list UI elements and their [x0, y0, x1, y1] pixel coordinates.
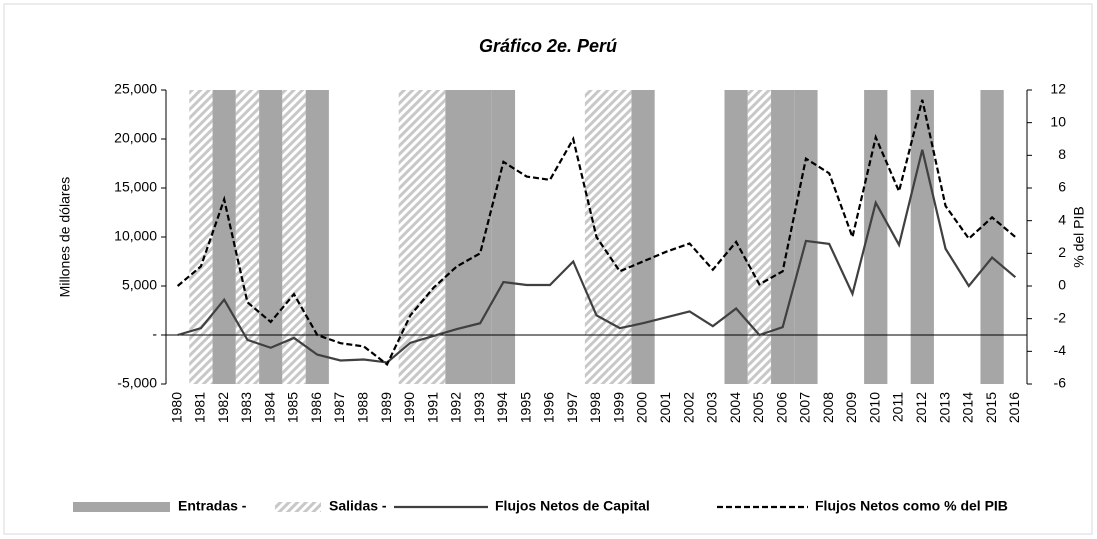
x-tick-label: 1997 [564, 392, 580, 423]
regime-band [445, 90, 469, 384]
y2-axis-label: % del PIB [1071, 206, 1087, 267]
regime-band [305, 90, 329, 384]
legend-label: Entradas - [178, 498, 247, 514]
x-tick-label: 2008 [820, 392, 836, 423]
y2-tick-label: 0 [1058, 277, 1066, 293]
legend-swatch [275, 502, 321, 512]
regime-band [235, 90, 260, 384]
y-tick-label: 15,000 [114, 179, 157, 195]
regime-band [980, 90, 1004, 384]
regime-band [910, 90, 934, 384]
regime-band [724, 90, 748, 384]
y-tick-label: 20,000 [114, 130, 157, 146]
x-tick-label: 1992 [448, 392, 464, 423]
x-tick-label: 2010 [866, 392, 882, 423]
regime-band [491, 90, 516, 384]
x-tick-label: 1983 [238, 392, 254, 423]
x-tick-label: 1995 [517, 392, 533, 423]
y2-tick-label: 6 [1058, 179, 1066, 195]
regime-band [189, 90, 213, 384]
y2-tick-label: -2 [1054, 309, 1067, 325]
x-tick-label: 1986 [308, 392, 324, 423]
x-tick-label: 1990 [401, 392, 417, 423]
y-tick-label: 5,000 [122, 277, 157, 293]
x-tick-label: 2003 [704, 392, 720, 423]
y2-tick-label: 2 [1058, 244, 1066, 260]
regime-band [259, 90, 283, 384]
x-tick-label: 2004 [727, 392, 743, 423]
x-tick-label: 1984 [261, 392, 277, 423]
y-tick-label: -5,000 [117, 375, 157, 391]
regime-band [608, 90, 632, 384]
y2-tick-label: 4 [1058, 211, 1066, 227]
x-tick-label: 2014 [960, 392, 976, 423]
line-series [176, 99, 1017, 367]
x-tick-label: 1991 [424, 392, 440, 423]
x-tick-label: 1996 [541, 392, 557, 423]
y-tick-label: - [152, 326, 157, 342]
x-tick-label: 1999 [610, 392, 626, 423]
y2-tick-label: 10 [1050, 113, 1066, 129]
legend-label: Flujos Netos como % del PIB [815, 498, 1008, 514]
regime-band [398, 90, 422, 384]
x-tick-label: 2013 [936, 392, 952, 423]
x-tick-label: 2009 [843, 392, 859, 423]
x-tick-label: 2002 [680, 392, 696, 423]
x-tick-label: 1993 [471, 392, 487, 423]
x-tick-label: 2005 [750, 392, 766, 423]
regime-band [631, 90, 655, 384]
x-tick-label: 2006 [773, 392, 789, 423]
x-tick-label: 2015 [983, 392, 999, 423]
x-tick-label: 1985 [285, 392, 301, 423]
chart-title: Gráfico 2e. Perú [479, 36, 617, 56]
x-tick-label: 2007 [797, 392, 813, 423]
x-tick-label: 2016 [1006, 392, 1022, 423]
regime-band [282, 90, 306, 384]
y-axis-label: Millones de dólares [57, 177, 73, 298]
regime-band [747, 90, 772, 384]
regime-band [794, 90, 818, 384]
x-tick-label: 1998 [587, 392, 603, 423]
frame [3, 3, 1093, 535]
legend-swatch [73, 502, 170, 512]
x-tick-label: 2001 [657, 392, 673, 423]
x-tick-label: 1981 [192, 392, 208, 423]
x-tick-label: 2000 [634, 392, 650, 423]
line-series [177, 149, 1017, 364]
regime-band [421, 90, 446, 384]
regime-band [468, 90, 492, 384]
x-tick-label: 1989 [378, 392, 394, 423]
y-tick-label: 10,000 [114, 228, 157, 244]
y2-tick-label: -6 [1054, 375, 1067, 391]
x-tick-label: 1988 [355, 392, 371, 423]
x-tick-label: 1982 [215, 392, 231, 423]
y2-tick-label: -4 [1054, 342, 1067, 358]
y2-tick-label: 12 [1050, 81, 1066, 97]
x-tick-label: 1994 [494, 392, 510, 423]
legend-label: Salidas - [329, 498, 387, 514]
legend-label: Flujos Netos de Capital [495, 498, 650, 514]
x-tick-label: 2012 [913, 392, 929, 423]
x-tick-label: 2011 [890, 392, 906, 422]
regime-band [771, 90, 795, 384]
y2-tick-label: 8 [1058, 146, 1066, 162]
x-tick-label: 1980 [168, 392, 184, 423]
y-tick-label: 25,000 [114, 81, 157, 97]
x-tick-label: 1987 [331, 392, 347, 423]
